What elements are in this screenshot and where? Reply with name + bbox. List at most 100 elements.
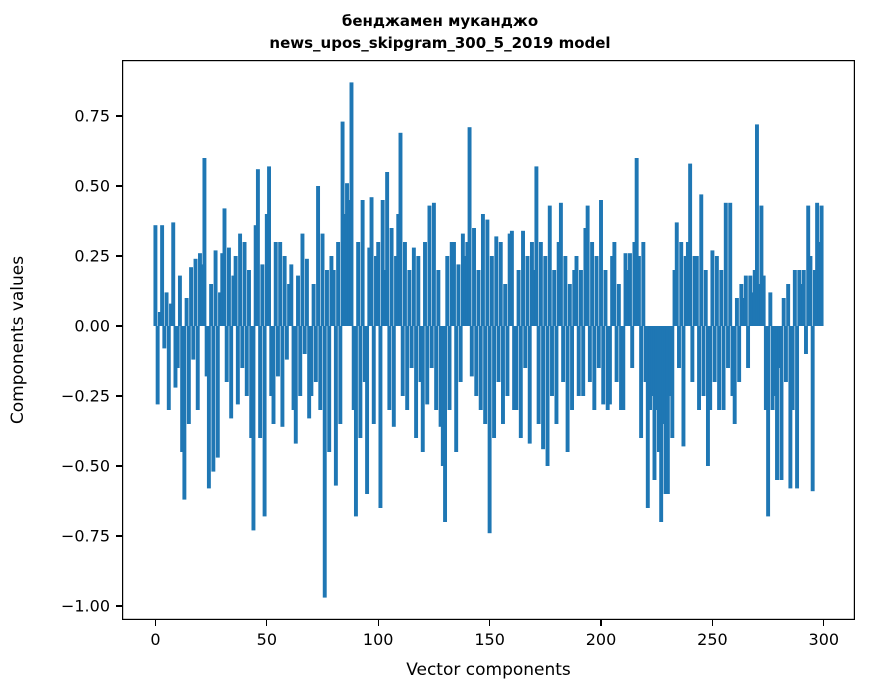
bar xyxy=(171,222,176,326)
bar xyxy=(407,270,412,326)
bar xyxy=(605,326,610,410)
bar xyxy=(418,326,423,382)
bar xyxy=(191,326,196,360)
x-tick-label: 250 xyxy=(697,630,728,649)
bar xyxy=(423,242,427,326)
bar xyxy=(251,326,256,531)
bar xyxy=(320,233,325,326)
bar xyxy=(692,256,697,326)
bar xyxy=(476,270,481,326)
bar xyxy=(561,326,566,382)
bar xyxy=(489,256,494,326)
bar xyxy=(766,326,771,517)
bar xyxy=(449,242,454,326)
y-tick-label: −0.75 xyxy=(60,526,110,546)
y-tick-mark xyxy=(116,255,122,257)
bar xyxy=(369,197,374,326)
x-tick-mark xyxy=(711,620,713,626)
bar xyxy=(679,242,684,326)
bar xyxy=(492,326,497,438)
bar xyxy=(427,205,432,326)
bar xyxy=(501,326,505,424)
x-tick-label: 200 xyxy=(585,630,617,649)
bar xyxy=(645,326,650,508)
x-tick-label: 300 xyxy=(808,630,840,649)
bar xyxy=(808,256,813,326)
bar xyxy=(719,270,724,326)
bar xyxy=(440,326,445,466)
bar xyxy=(556,242,561,326)
bar xyxy=(543,256,548,326)
bar xyxy=(180,326,185,452)
bar xyxy=(434,326,439,410)
bar xyxy=(325,270,329,326)
bar xyxy=(353,326,358,517)
bar xyxy=(258,326,263,438)
y-tick-mark xyxy=(116,465,122,467)
bar xyxy=(623,253,628,326)
bar xyxy=(674,222,679,326)
bar xyxy=(507,233,512,326)
bar xyxy=(202,158,207,326)
bar xyxy=(298,326,303,396)
bar xyxy=(790,326,795,410)
bar xyxy=(443,326,448,522)
bar xyxy=(621,326,626,410)
bar xyxy=(788,326,793,489)
bar xyxy=(714,256,719,326)
bar xyxy=(157,312,162,326)
bar xyxy=(345,183,349,326)
bar xyxy=(554,326,559,424)
bar xyxy=(463,256,468,326)
bar xyxy=(545,326,550,466)
bar xyxy=(284,326,289,360)
bar xyxy=(514,326,519,410)
bar xyxy=(550,326,554,396)
bar xyxy=(717,326,722,410)
bar xyxy=(668,326,673,396)
bar xyxy=(282,256,287,326)
bar xyxy=(516,270,521,326)
bar xyxy=(656,326,661,452)
y-tick-label: −0.25 xyxy=(60,386,110,406)
bar xyxy=(226,247,231,326)
bar xyxy=(650,326,655,396)
bar xyxy=(296,275,300,326)
bar-chart-canvas xyxy=(122,60,855,620)
bar xyxy=(316,186,321,326)
bar xyxy=(215,326,220,458)
bar xyxy=(425,326,430,405)
bar xyxy=(697,326,701,410)
bar xyxy=(797,270,802,326)
x-tick-mark xyxy=(377,620,379,626)
y-tick-mark xyxy=(116,115,122,117)
bar xyxy=(688,163,693,326)
bar xyxy=(643,326,648,382)
bar xyxy=(162,326,167,349)
y-tick-mark xyxy=(116,535,122,537)
bar xyxy=(817,242,822,326)
bar xyxy=(329,256,334,326)
bar xyxy=(309,326,314,396)
bar xyxy=(690,326,695,382)
bar xyxy=(398,132,403,326)
bar xyxy=(596,326,601,368)
bar xyxy=(730,326,735,396)
bar xyxy=(525,256,530,326)
bar xyxy=(757,284,762,326)
bar xyxy=(472,228,476,326)
bar xyxy=(327,326,332,452)
bar xyxy=(652,326,657,480)
bar xyxy=(175,326,180,368)
bar xyxy=(661,326,666,424)
bar xyxy=(534,166,539,326)
bar xyxy=(572,270,577,326)
bar xyxy=(318,326,323,410)
bar xyxy=(195,326,200,410)
bar xyxy=(231,275,236,326)
bar xyxy=(336,242,341,326)
x-tick-mark xyxy=(154,620,156,626)
bar xyxy=(565,326,570,452)
bar xyxy=(529,242,534,326)
bar xyxy=(483,326,488,424)
